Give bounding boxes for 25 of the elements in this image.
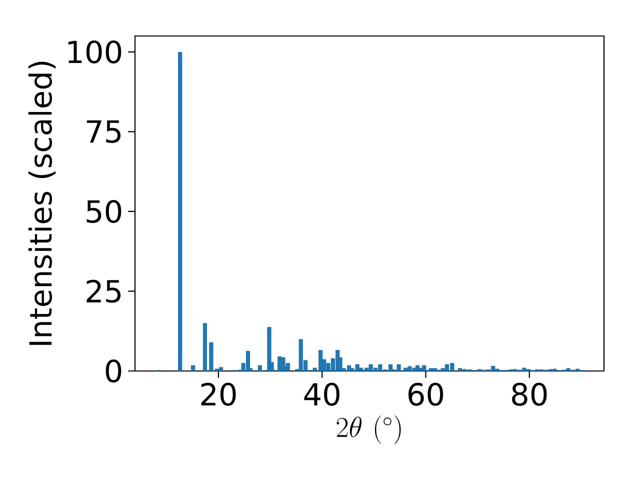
y-tick-label: 75 bbox=[86, 120, 121, 144]
bar bbox=[258, 365, 262, 371]
x-tick-label: 80 bbox=[512, 382, 547, 406]
bar bbox=[218, 367, 224, 371]
y-tick-label: 100 bbox=[68, 40, 122, 64]
bar bbox=[422, 365, 426, 371]
y-axis-title: Intensities (scaled) bbox=[28, 62, 56, 345]
bar bbox=[202, 323, 208, 371]
bar bbox=[190, 365, 196, 371]
bar bbox=[428, 368, 433, 371]
x-tick-label: 40 bbox=[304, 382, 340, 406]
bar bbox=[432, 368, 438, 371]
x-axis-title: $2\theta\ (^\circ)$ bbox=[336, 415, 401, 444]
bar bbox=[408, 366, 412, 371]
y-tick-label: 50 bbox=[86, 200, 122, 223]
y-tick-label: 25 bbox=[86, 280, 121, 303]
bar bbox=[415, 365, 420, 371]
bar bbox=[178, 52, 182, 371]
y-tick-label: 0 bbox=[106, 359, 122, 383]
x-tick-label: 60 bbox=[408, 382, 444, 406]
bar bbox=[267, 326, 272, 371]
bar bbox=[458, 368, 462, 371]
x-tick-label: 20 bbox=[201, 382, 236, 406]
bar bbox=[403, 368, 408, 371]
bar bbox=[440, 368, 445, 371]
